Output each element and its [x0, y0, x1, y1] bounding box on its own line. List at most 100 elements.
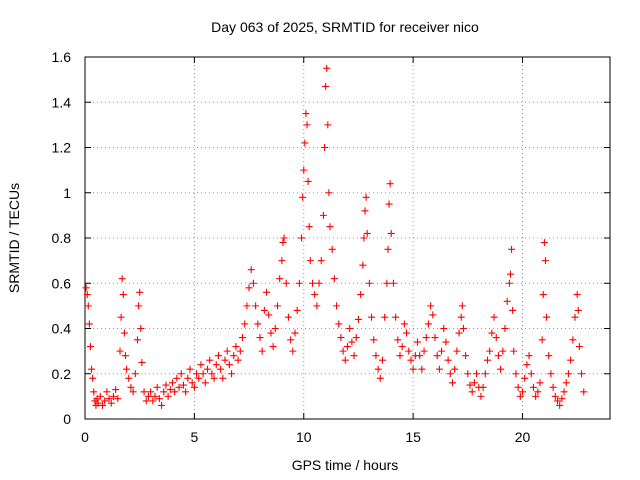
data-point — [360, 234, 368, 242]
data-point — [422, 334, 430, 342]
data-point — [298, 234, 306, 242]
data-point — [158, 401, 166, 409]
data-point — [96, 392, 104, 400]
data-point — [193, 370, 201, 378]
data-point — [481, 370, 489, 378]
data-point — [136, 288, 144, 296]
data-point — [303, 121, 311, 129]
data-point — [134, 336, 141, 344]
data-point — [499, 347, 507, 355]
x-tick-label: 0 — [81, 429, 89, 445]
data-point — [175, 383, 183, 391]
data-point — [112, 386, 120, 394]
data-point — [324, 121, 332, 129]
data-point — [346, 325, 354, 332]
data-point — [230, 352, 238, 360]
data-point — [516, 392, 524, 400]
data-point — [284, 313, 292, 321]
data-point — [254, 320, 262, 328]
data-point — [245, 284, 253, 292]
data-point — [381, 313, 389, 321]
data-point — [427, 302, 435, 310]
y-tick-label: 1.2 — [52, 140, 72, 156]
data-point — [188, 379, 196, 387]
data-point — [541, 257, 549, 265]
data-point — [160, 388, 168, 396]
data-point — [350, 352, 358, 360]
data-point — [271, 325, 279, 332]
data-point — [103, 388, 111, 396]
data-point — [323, 64, 331, 72]
data-point — [459, 325, 467, 332]
data-point — [142, 397, 150, 405]
data-point — [279, 239, 287, 247]
data-point — [135, 302, 143, 310]
data-point — [578, 370, 586, 378]
data-point — [309, 279, 316, 287]
data-point — [407, 356, 415, 364]
data-point — [501, 325, 509, 332]
data-point — [291, 329, 299, 337]
data-point — [186, 365, 194, 373]
data-point — [514, 383, 522, 391]
data-point — [208, 370, 216, 378]
data-point — [322, 82, 330, 90]
data-point — [179, 381, 187, 389]
data-point — [509, 306, 517, 314]
data-point — [449, 379, 456, 387]
data-point — [105, 395, 113, 403]
data-point — [510, 347, 518, 355]
y-tick-label: 0 — [63, 411, 71, 427]
data-point — [140, 388, 148, 396]
data-point — [89, 374, 97, 382]
data-point — [424, 320, 432, 328]
data-point — [433, 352, 441, 360]
data-point — [416, 352, 424, 360]
data-point — [153, 383, 161, 391]
data-point — [362, 193, 370, 201]
axis-ticks: 0 5 10 15 20 0 0.2 0.4 0.6 0.8 1 1.2 1.4 1.6 — [52, 49, 610, 445]
data-point — [357, 291, 365, 299]
data-point — [315, 279, 323, 287]
data-point — [488, 329, 496, 337]
data-point — [446, 370, 454, 378]
data-point — [497, 365, 505, 373]
data-point — [506, 270, 514, 278]
data-point — [363, 229, 371, 237]
data-point — [269, 343, 277, 351]
data-point — [162, 381, 170, 389]
data-point — [330, 275, 338, 283]
x-axis-label: GPS time / hours — [292, 457, 399, 473]
data-point — [223, 347, 231, 355]
data-point — [540, 239, 548, 247]
data-point — [361, 207, 369, 215]
data-point — [394, 336, 402, 344]
x-tick-label: 10 — [296, 429, 312, 445]
data-point — [82, 284, 90, 292]
data-point — [556, 401, 564, 409]
data-point — [532, 392, 540, 400]
data-point — [151, 392, 159, 400]
data-point — [129, 388, 137, 396]
data-point — [304, 177, 312, 185]
data-point — [219, 374, 227, 382]
data-point — [99, 401, 106, 409]
y-tick-label: 1.4 — [52, 94, 72, 110]
data-point — [164, 392, 172, 400]
data-point — [305, 223, 313, 231]
data-point — [278, 257, 286, 265]
data-point — [508, 245, 516, 253]
data-point — [333, 302, 341, 310]
data-point — [120, 329, 128, 337]
data-point — [169, 379, 176, 387]
data-point — [199, 370, 207, 378]
data-point — [484, 356, 491, 364]
data-point — [232, 343, 240, 351]
data-point — [564, 370, 572, 378]
data-point — [138, 358, 146, 366]
data-point — [84, 302, 92, 310]
data-point — [383, 279, 391, 287]
data-point — [210, 374, 218, 382]
data-point — [239, 334, 246, 342]
data-point — [455, 329, 463, 337]
